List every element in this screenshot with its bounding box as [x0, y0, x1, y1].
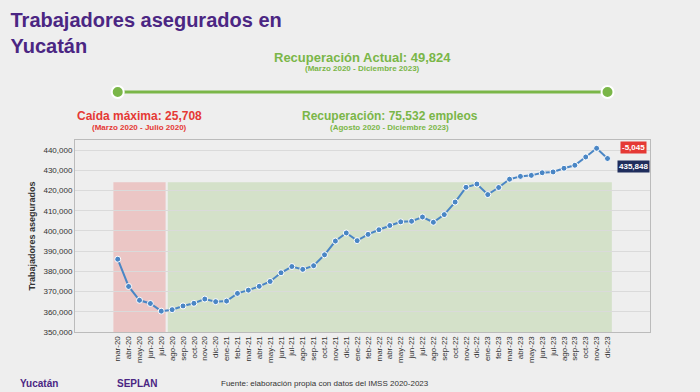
- svg-text:jun-20: jun-20: [146, 336, 155, 360]
- svg-text:feb-22: feb-22: [364, 336, 373, 359]
- svg-text:410,000: 410,000: [43, 207, 72, 216]
- svg-text:ago-21: ago-21: [298, 336, 307, 361]
- svg-text:abr-21: abr-21: [255, 336, 264, 360]
- svg-text:ago-20: ago-20: [168, 336, 177, 361]
- svg-text:400,000: 400,000: [43, 227, 72, 236]
- svg-text:nov-21: nov-21: [331, 336, 340, 361]
- svg-text:may-20: may-20: [135, 336, 144, 363]
- svg-text:jun-22: jun-22: [407, 336, 416, 360]
- svg-text:390,000: 390,000: [43, 247, 72, 256]
- svg-text:430,000: 430,000: [43, 166, 72, 175]
- svg-text:nov-20: nov-20: [200, 336, 209, 361]
- svg-text:420,000: 420,000: [43, 186, 72, 195]
- svg-text:Fuente: elaboración propia con: Fuente: elaboración propia con datos del…: [221, 379, 429, 388]
- svg-text:ene-22: ene-22: [353, 336, 362, 361]
- svg-text:ago-23: ago-23: [560, 336, 569, 361]
- svg-text:oct-23: oct-23: [581, 336, 590, 359]
- svg-text:may-23: may-23: [527, 336, 536, 363]
- svg-text:Trabajadores asegurados: Trabajadores asegurados: [27, 181, 37, 290]
- svg-text:jun-23: jun-23: [538, 336, 547, 360]
- svg-text:sep-22: sep-22: [440, 336, 449, 361]
- svg-text:-5,045: -5,045: [622, 143, 645, 152]
- svg-text:ene-21: ene-21: [222, 336, 231, 361]
- svg-text:370,000: 370,000: [43, 287, 72, 296]
- svg-text:mar-23: mar-23: [505, 336, 514, 362]
- svg-text:350,000: 350,000: [43, 328, 72, 337]
- svg-text:jun-21: jun-21: [277, 336, 286, 360]
- svg-text:mar-21: mar-21: [244, 336, 253, 362]
- svg-text:mar-20: mar-20: [113, 336, 122, 362]
- svg-text:nov-23: nov-23: [592, 336, 601, 361]
- svg-text:Recuperación: 75,532 empleos: Recuperación: 75,532 empleos: [302, 109, 478, 123]
- svg-text:Trabajadores asegurados enYuca: Trabajadores asegurados enYucatán: [11, 9, 282, 57]
- svg-text:jul-21: jul-21: [287, 336, 296, 357]
- svg-text:Yucatán: Yucatán: [20, 378, 58, 389]
- svg-text:ene-23: ene-23: [483, 336, 492, 361]
- svg-text:360,000: 360,000: [43, 308, 72, 317]
- svg-text:(Marzo 2020 - Diciembre 2023): (Marzo 2020 - Diciembre 2023): [305, 64, 420, 73]
- svg-text:dic-20: dic-20: [211, 336, 220, 358]
- svg-text:435,848: 435,848: [619, 162, 648, 171]
- svg-text:ago-22: ago-22: [429, 336, 438, 361]
- svg-text:Caída máxima: 25,708: Caída máxima: 25,708: [77, 109, 202, 123]
- svg-text:feb-23: feb-23: [494, 336, 503, 359]
- svg-text:dic-21: dic-21: [342, 336, 351, 358]
- svg-text:(Agosto 2020 - Diciembre 2023): (Agosto 2020 - Diciembre 2023): [330, 123, 449, 132]
- svg-text:sep-21: sep-21: [309, 336, 318, 361]
- svg-text:SEPLAN: SEPLAN: [117, 378, 158, 389]
- svg-text:oct-22: oct-22: [451, 336, 460, 359]
- svg-text:jul-23: jul-23: [549, 336, 558, 357]
- svg-text:jul-20: jul-20: [157, 336, 166, 357]
- svg-text:jul-22: jul-22: [418, 336, 427, 357]
- svg-text:may-21: may-21: [266, 336, 275, 363]
- svg-text:abr-23: abr-23: [516, 336, 525, 360]
- svg-text:dic-23: dic-23: [603, 336, 612, 358]
- svg-text:may-22: may-22: [396, 336, 405, 363]
- svg-text:Recuperación Actual: 49,824: Recuperación Actual: 49,824: [274, 50, 451, 65]
- svg-text:sep-20: sep-20: [179, 336, 188, 361]
- svg-text:nov-22: nov-22: [462, 336, 471, 361]
- svg-text:dic-22: dic-22: [473, 336, 482, 358]
- svg-text:oct-20: oct-20: [190, 336, 199, 359]
- svg-text:abr-22: abr-22: [385, 336, 394, 360]
- svg-text:mar-22: mar-22: [375, 336, 384, 362]
- svg-text:feb-21: feb-21: [233, 336, 242, 359]
- svg-text:sep-23: sep-23: [570, 336, 579, 361]
- svg-text:(Marzo 2020 - Julio 2020): (Marzo 2020 - Julio 2020): [92, 123, 187, 132]
- svg-text:oct-21: oct-21: [320, 336, 329, 359]
- svg-text:abr-20: abr-20: [124, 336, 133, 360]
- svg-text:380,000: 380,000: [43, 267, 72, 276]
- svg-text:440,000: 440,000: [43, 146, 72, 155]
